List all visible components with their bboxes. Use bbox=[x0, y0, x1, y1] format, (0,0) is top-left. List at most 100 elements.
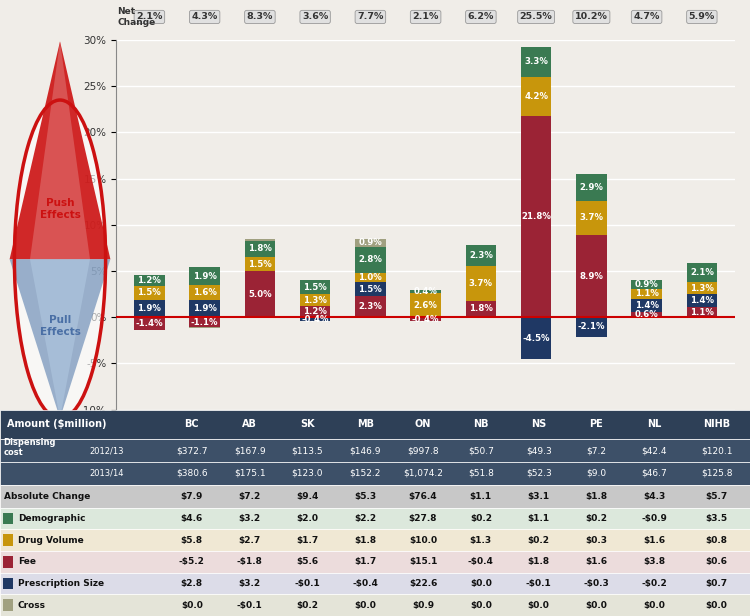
Text: $7.2: $7.2 bbox=[238, 492, 261, 501]
Text: 1.3%: 1.3% bbox=[690, 283, 714, 293]
Text: PE: PE bbox=[590, 419, 603, 429]
Bar bbox=[3, 599, 13, 611]
Bar bbox=[190, 300, 220, 317]
Text: $1.6: $1.6 bbox=[586, 557, 608, 566]
Text: 1.5%: 1.5% bbox=[137, 288, 161, 298]
Text: $1.7: $1.7 bbox=[354, 557, 376, 566]
Bar bbox=[521, 116, 551, 317]
Bar bbox=[356, 282, 386, 296]
Text: $0.8: $0.8 bbox=[706, 536, 728, 545]
Text: 1.8%: 1.8% bbox=[469, 304, 493, 314]
Bar bbox=[0, 529, 750, 551]
Text: $1.1: $1.1 bbox=[527, 514, 550, 523]
Text: $1.8: $1.8 bbox=[354, 536, 376, 545]
Bar bbox=[356, 247, 386, 273]
Text: $0.2: $0.2 bbox=[586, 514, 608, 523]
Bar bbox=[300, 306, 330, 317]
Text: 10.2%: 10.2% bbox=[575, 12, 608, 22]
Text: $380.6: $380.6 bbox=[176, 469, 208, 478]
Text: $152.2: $152.2 bbox=[350, 469, 381, 478]
Text: $46.7: $46.7 bbox=[641, 469, 668, 478]
Text: $5.3: $5.3 bbox=[354, 492, 376, 501]
Text: 1.9%: 1.9% bbox=[193, 272, 217, 281]
Text: $2.0: $2.0 bbox=[296, 514, 319, 523]
Bar bbox=[687, 262, 717, 282]
Text: $27.8: $27.8 bbox=[409, 514, 437, 523]
Text: $113.5: $113.5 bbox=[292, 446, 323, 455]
Text: $4.6: $4.6 bbox=[181, 514, 203, 523]
Text: $175.1: $175.1 bbox=[234, 469, 266, 478]
Text: $997.8: $997.8 bbox=[407, 446, 439, 455]
Bar bbox=[300, 280, 330, 294]
Bar bbox=[3, 534, 13, 546]
Text: 4.2%: 4.2% bbox=[524, 92, 548, 101]
Bar bbox=[466, 301, 496, 317]
Text: Absolute Change: Absolute Change bbox=[4, 492, 90, 501]
Text: ON: ON bbox=[415, 419, 431, 429]
Bar bbox=[0, 439, 750, 462]
Bar bbox=[687, 307, 717, 317]
Text: $1.6: $1.6 bbox=[644, 536, 665, 545]
Text: AB: AB bbox=[242, 419, 257, 429]
Text: 2.1%: 2.1% bbox=[690, 268, 714, 277]
Text: 1.3%: 1.3% bbox=[303, 296, 327, 305]
Text: 2.9%: 2.9% bbox=[580, 183, 603, 192]
Bar bbox=[356, 238, 386, 247]
Text: 1.8%: 1.8% bbox=[248, 245, 272, 253]
Text: -$0.9: -$0.9 bbox=[641, 514, 668, 523]
Bar bbox=[244, 240, 275, 257]
Polygon shape bbox=[30, 259, 90, 418]
Text: $1.1: $1.1 bbox=[470, 492, 492, 501]
Text: Cross: Cross bbox=[18, 601, 46, 610]
Text: 7.7%: 7.7% bbox=[357, 12, 383, 22]
Text: $0.6: $0.6 bbox=[706, 557, 728, 566]
Text: $76.4: $76.4 bbox=[409, 492, 437, 501]
Bar bbox=[0, 594, 750, 616]
Text: -2.1%: -2.1% bbox=[578, 322, 605, 331]
Bar bbox=[0, 573, 750, 594]
Bar bbox=[134, 286, 164, 300]
Text: 3.6%: 3.6% bbox=[302, 12, 328, 22]
Bar bbox=[3, 513, 13, 524]
Bar bbox=[190, 267, 220, 285]
Text: Net
Change: Net Change bbox=[117, 7, 155, 26]
Text: $1.8: $1.8 bbox=[586, 492, 608, 501]
Text: $372.7: $372.7 bbox=[176, 446, 208, 455]
Text: 3.7%: 3.7% bbox=[579, 213, 603, 222]
Text: $0.2: $0.2 bbox=[470, 514, 492, 523]
Bar bbox=[356, 273, 386, 282]
Text: $3.1: $3.1 bbox=[527, 492, 550, 501]
Bar bbox=[0, 551, 750, 573]
Text: Fee: Fee bbox=[18, 557, 36, 566]
Bar bbox=[576, 317, 607, 336]
Text: 1.2%: 1.2% bbox=[137, 276, 161, 285]
Bar bbox=[3, 556, 13, 568]
Text: SK: SK bbox=[300, 419, 315, 429]
Text: $42.4: $42.4 bbox=[641, 446, 667, 455]
Text: 1.5%: 1.5% bbox=[303, 283, 327, 292]
Bar bbox=[134, 275, 164, 286]
Bar bbox=[244, 271, 275, 317]
Text: 1.1%: 1.1% bbox=[634, 289, 658, 298]
Text: 1.4%: 1.4% bbox=[690, 296, 714, 305]
Text: $0.9: $0.9 bbox=[412, 601, 434, 610]
Text: Amount ($million): Amount ($million) bbox=[7, 419, 106, 429]
Bar bbox=[410, 290, 441, 293]
Bar bbox=[0, 410, 750, 439]
Text: -$0.4: -$0.4 bbox=[468, 557, 494, 566]
Polygon shape bbox=[10, 259, 110, 418]
Text: $0.0: $0.0 bbox=[470, 579, 492, 588]
Text: -1.4%: -1.4% bbox=[136, 319, 164, 328]
Text: $0.0: $0.0 bbox=[706, 601, 728, 610]
Text: $50.7: $50.7 bbox=[468, 446, 494, 455]
Text: -$0.1: -$0.1 bbox=[526, 579, 551, 588]
Text: 2.1%: 2.1% bbox=[413, 12, 439, 22]
Text: $1.3: $1.3 bbox=[470, 536, 492, 545]
Text: 0.6%: 0.6% bbox=[634, 310, 658, 319]
Text: 3.7%: 3.7% bbox=[469, 279, 493, 288]
Text: $0.0: $0.0 bbox=[644, 601, 665, 610]
Bar bbox=[356, 296, 386, 317]
Text: NB: NB bbox=[473, 419, 488, 429]
Text: -$5.2: -$5.2 bbox=[178, 557, 205, 566]
Text: 1.4%: 1.4% bbox=[634, 301, 658, 310]
